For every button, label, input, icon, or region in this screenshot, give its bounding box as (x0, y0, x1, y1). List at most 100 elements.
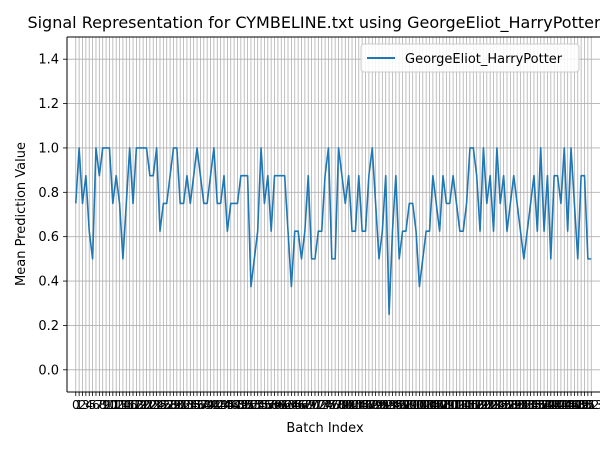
x-tick-label: 133 (512, 398, 535, 412)
series-layer (74, 147, 592, 316)
x-tick-label: 52 (243, 398, 258, 412)
x-tick-label: 151 (573, 398, 596, 412)
x-tick-label: 146 (556, 398, 579, 412)
x-tick-label: 127 (492, 398, 515, 412)
x-tick-label: 53 (247, 398, 262, 412)
x-tick-label: 88 (365, 398, 380, 412)
x-tick-label: 5 (89, 398, 97, 412)
x-tick-label: 64 (284, 398, 299, 412)
x-tick-label: 61 (274, 398, 289, 412)
x-tick-label: 33 (179, 398, 194, 412)
x-tick-label: 128 (496, 398, 519, 412)
x-tick-label: 116 (455, 398, 478, 412)
x-tick-label: 57 (260, 398, 275, 412)
x-tick-label: 119 (465, 398, 488, 412)
x-tick-label: 107 (425, 398, 448, 412)
x-tick-label: 48 (230, 398, 245, 412)
x-axis-label: Batch Index (286, 421, 364, 436)
x-tick-label: 26 (156, 398, 171, 412)
x-tick-label: 41 (206, 398, 221, 412)
x-tick-label: 71 (307, 398, 322, 412)
x-tick-label: 18 (129, 398, 144, 412)
x-tick-label: 120 (469, 398, 492, 412)
x-tick-label: 135 (519, 398, 542, 412)
x-tick-label: 140 (536, 398, 559, 412)
x-tick-label: 121 (472, 398, 495, 412)
x-tick-label: 0 (72, 398, 80, 412)
x-tick-label: 27 (159, 398, 174, 412)
x-tick-label: 101 (405, 398, 428, 412)
x-tick-label: 122 (475, 398, 498, 412)
x-tick-label: 132 (509, 398, 532, 412)
legend-box (360, 43, 580, 73)
x-tick-label: 149 (566, 398, 589, 412)
x-tick-label: 51 (240, 398, 255, 412)
x-tick-label: 20 (136, 398, 151, 412)
x-tick-label: 76 (324, 398, 339, 412)
x-tick-label: 70 (304, 398, 319, 412)
x-tick-label: 37 (193, 398, 208, 412)
x-tick-label: 36 (189, 398, 204, 412)
x-tick-label: 144 (549, 398, 572, 412)
x-tick-label: 92 (378, 398, 393, 412)
x-tick-label: 129 (499, 398, 522, 412)
x-tick-label: 59 (267, 398, 282, 412)
x-tick-label: 104 (415, 398, 438, 412)
x-tick-label: 74 (317, 398, 332, 412)
x-tick-label: 97 (395, 398, 410, 412)
x-grid (75, 37, 592, 392)
x-tick-label: 1 (75, 398, 83, 412)
x-tick-label: 86 (358, 398, 373, 412)
x-tick-label: 29 (166, 398, 181, 412)
x-tick-label: 11 (105, 398, 120, 412)
x-tick-label: 114 (448, 398, 471, 412)
x-tick-label: 44 (216, 398, 231, 412)
x-tick-label: 85 (354, 398, 369, 412)
x-tick-label: 124 (482, 398, 505, 412)
x-tick-label: 106 (421, 398, 444, 412)
x-tick-label: 7 (96, 398, 104, 412)
x-tick-label: 49 (233, 398, 248, 412)
x-tick-label: 148 (563, 398, 586, 412)
y-tick-label: 1.0 (38, 141, 59, 156)
x-tick-label: 98 (398, 398, 413, 412)
x-tick-label: 4 (85, 398, 93, 412)
x-tick-label: 110 (435, 398, 458, 412)
legend-label: GeorgeEliot_HarryPotter (405, 52, 563, 67)
x-tick-label: 25 (152, 398, 167, 412)
x-tick-label: 21 (139, 398, 154, 412)
x-tick-label: 23 (146, 398, 161, 412)
x-tick-label: 126 (489, 398, 512, 412)
x-tick-label: 142 (543, 398, 566, 412)
x-tick-label: 2 (79, 398, 87, 412)
x-tick-label: 16 (122, 398, 137, 412)
x-tick-label: 31 (173, 398, 188, 412)
x-tick-label: 65 (287, 398, 302, 412)
x-tick-label: 12 (109, 398, 124, 412)
x-tick-label: 17 (125, 398, 140, 412)
x-tick-label: 28 (162, 398, 177, 412)
x-tick-label: 77 (328, 398, 343, 412)
x-tick-label: 152 (576, 398, 599, 412)
x-tick-label: 137 (526, 398, 549, 412)
x-tick-label: 35 (186, 398, 201, 412)
x-tick-label: 55 (253, 398, 268, 412)
y-tick-label: 0.2 (38, 319, 59, 334)
x-tick-label: 143 (546, 398, 569, 412)
x-tick-label: 102 (408, 398, 431, 412)
x-tick-label: 100 (401, 398, 424, 412)
y-axis-label: Mean Prediction Value (14, 142, 29, 286)
x-tick-label: 103 (411, 398, 434, 412)
x-tick-label: 79 (334, 398, 349, 412)
x-tick-label: 13 (112, 398, 127, 412)
x-tick-label: 89 (368, 398, 383, 412)
x-tick-label: 134 (516, 398, 539, 412)
x-tick-label: 45 (220, 398, 235, 412)
x-tick-label: 8 (99, 398, 107, 412)
series-line (74, 147, 592, 316)
x-tick-label: 139 (533, 398, 556, 412)
x-tick-label: 93 (381, 398, 396, 412)
x-tick-label: 153 (580, 398, 600, 412)
x-tick-label: 138 (529, 398, 552, 412)
x-tick-label: 131 (506, 398, 529, 412)
